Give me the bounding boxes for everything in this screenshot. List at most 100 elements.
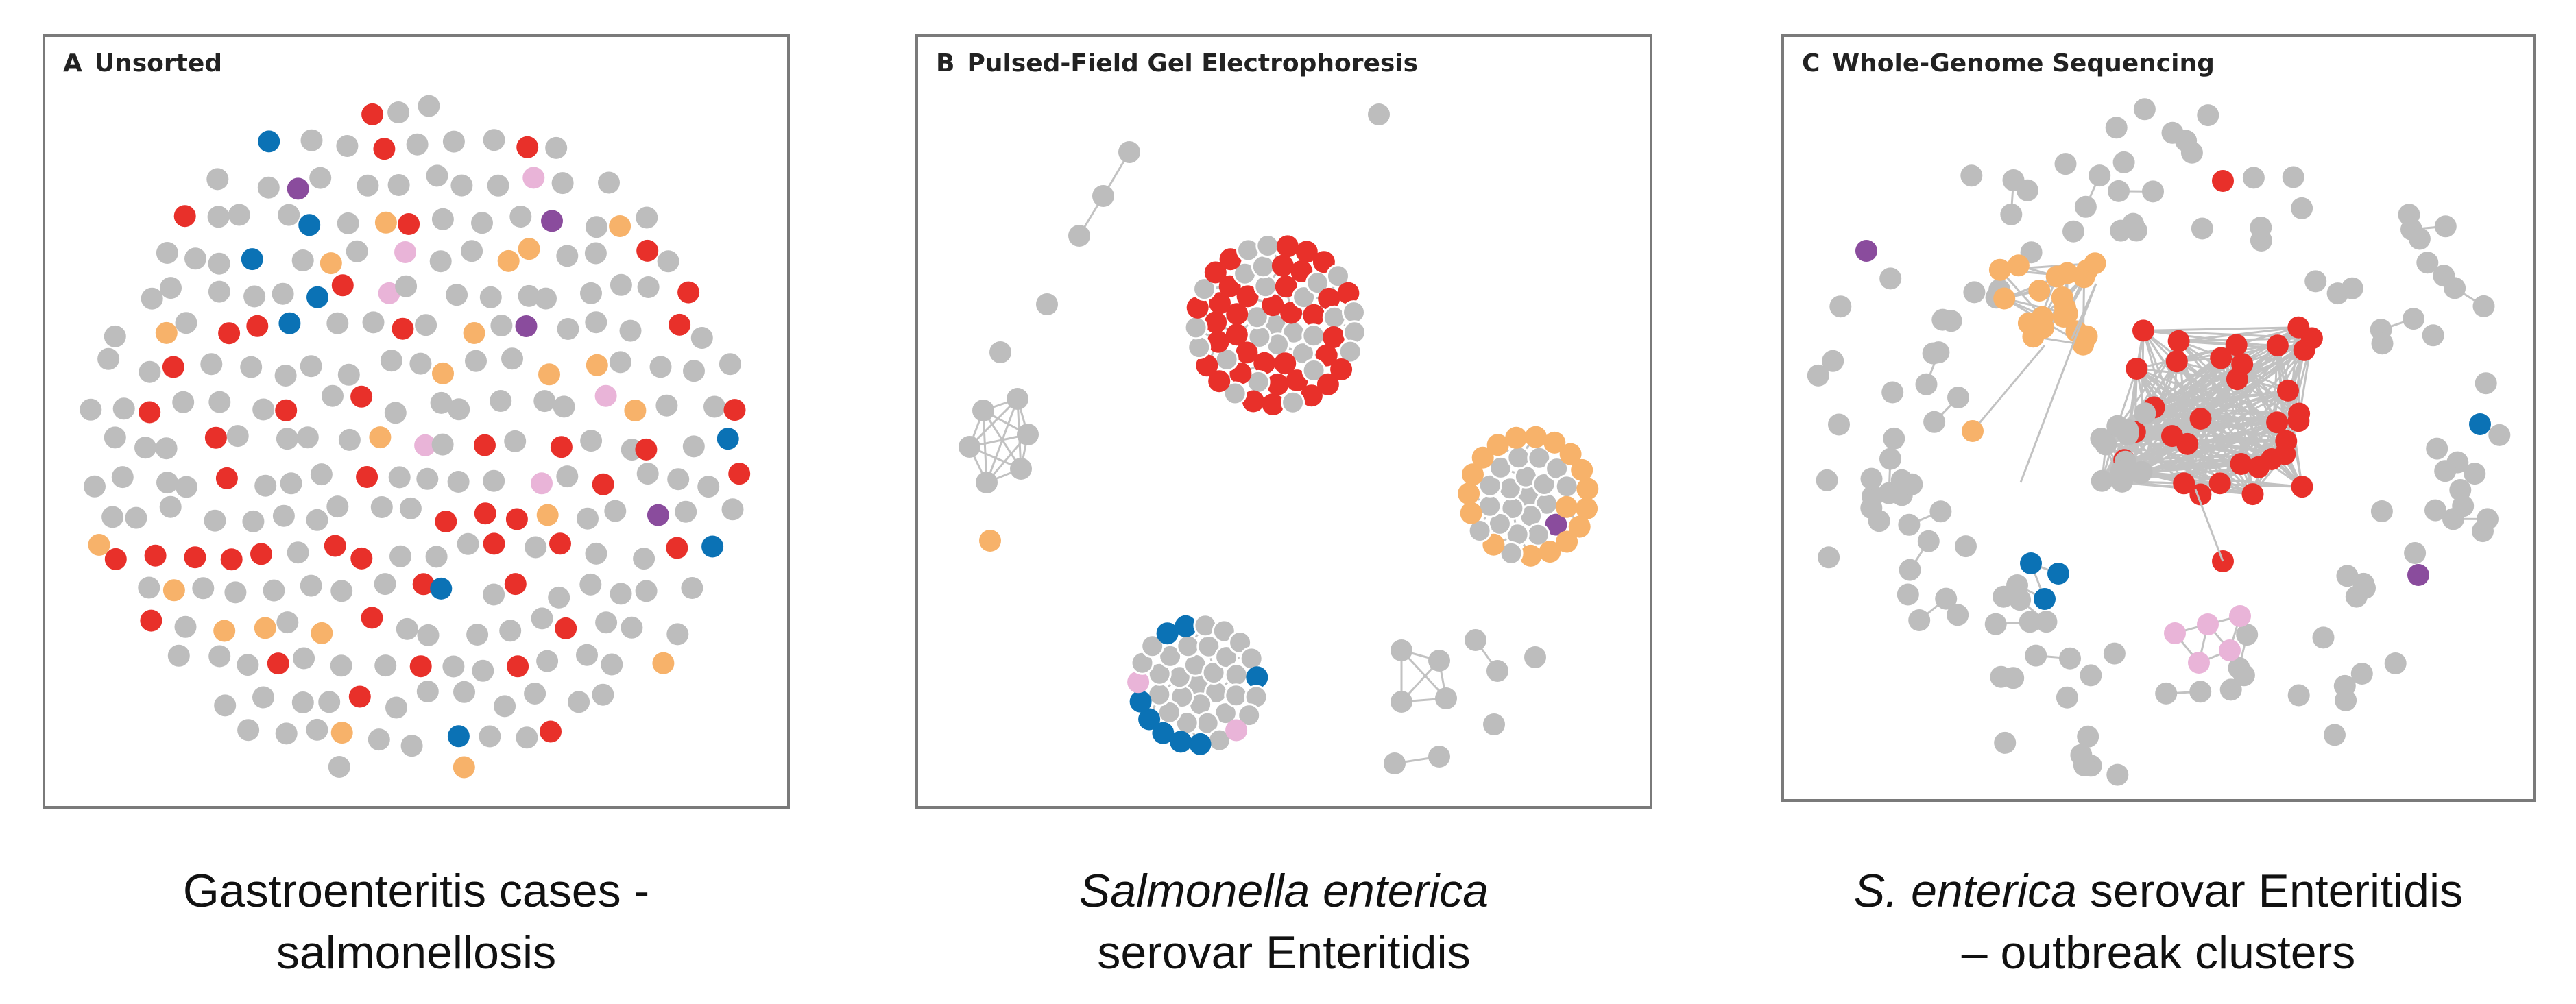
- network-node: [2229, 605, 2251, 627]
- network-node: [540, 720, 562, 743]
- network-node: [139, 401, 161, 424]
- network-node: [318, 691, 341, 713]
- network-node: [1225, 323, 1248, 346]
- network-node: [2241, 483, 2264, 506]
- network-node: [2075, 325, 2098, 347]
- network-node: [2250, 217, 2272, 238]
- network-node: [2180, 141, 2203, 164]
- network-node: [2408, 228, 2431, 250]
- network-node: [287, 541, 309, 564]
- network-node: [1828, 413, 1850, 436]
- network-node: [2142, 180, 2164, 203]
- network-node: [156, 472, 178, 494]
- network-node: [667, 468, 690, 491]
- network-node: [257, 176, 280, 199]
- network-node: [348, 685, 371, 708]
- network-node: [1343, 320, 1367, 345]
- network-node: [1207, 330, 1229, 353]
- network-node: [490, 390, 512, 412]
- network-node: [272, 282, 294, 305]
- network-node: [1253, 274, 1278, 299]
- network-node: [1236, 341, 1258, 364]
- network-node: [1312, 251, 1335, 273]
- network-node: [417, 624, 440, 646]
- network-node: [548, 586, 570, 609]
- network-node: [2444, 277, 2466, 299]
- network-node: [1236, 238, 1260, 262]
- network-node: [237, 719, 260, 742]
- network-node: [1187, 335, 1212, 360]
- network-node: [2370, 500, 2393, 522]
- network-node: [609, 351, 631, 374]
- network-node: [549, 532, 571, 555]
- network-node: [1940, 310, 1962, 332]
- network-node: [300, 355, 322, 378]
- network-node: [610, 583, 632, 605]
- network-node: [125, 506, 147, 529]
- network-node: [557, 318, 579, 340]
- network-node: [533, 390, 556, 413]
- network-node: [1471, 446, 1494, 469]
- network-node: [396, 617, 418, 640]
- caption-b-species: Salmonella enterica: [1079, 865, 1489, 917]
- network-node: [550, 436, 573, 458]
- network-node: [1192, 277, 1216, 302]
- network-node: [697, 476, 720, 498]
- network-node: [1275, 276, 1297, 298]
- network-node: [346, 240, 368, 262]
- network-node: [499, 620, 522, 642]
- network-node: [1176, 634, 1201, 659]
- network-node: [224, 581, 247, 604]
- network-node: [509, 206, 532, 228]
- network-node: [2291, 476, 2313, 498]
- network-node: [531, 607, 553, 630]
- network-node: [160, 277, 182, 299]
- network-node: [326, 495, 349, 518]
- network-node: [389, 545, 411, 567]
- network-node: [207, 206, 230, 228]
- network-node: [2219, 639, 2241, 661]
- network-node: [1175, 615, 1197, 637]
- network-node: [442, 130, 465, 153]
- network-node: [1212, 619, 1236, 644]
- network-node: [426, 164, 448, 187]
- network-node: [1326, 264, 1350, 289]
- network-node: [173, 205, 196, 228]
- network-node: [621, 616, 643, 639]
- network-node: [553, 395, 575, 418]
- network-node: [246, 315, 269, 337]
- network-node: [1280, 302, 1303, 324]
- network-node: [2398, 204, 2420, 226]
- network-node: [453, 756, 475, 779]
- network-node: [635, 580, 658, 602]
- network-node: [2025, 644, 2047, 667]
- network-node: [487, 174, 509, 197]
- network-node: [1342, 300, 1366, 325]
- network-node: [677, 281, 700, 304]
- network-node: [324, 535, 346, 557]
- network-node: [2282, 166, 2304, 188]
- network-node: [723, 399, 746, 421]
- network-node: [1281, 390, 1305, 415]
- network-node: [669, 313, 691, 336]
- network-node: [156, 242, 178, 264]
- network-node: [134, 437, 156, 459]
- network-node: [1568, 515, 1591, 538]
- network-node: [306, 509, 328, 531]
- network-node: [361, 103, 384, 125]
- network-node: [200, 353, 223, 376]
- network-node: [647, 504, 669, 526]
- network-node: [989, 341, 1011, 363]
- network-node: [619, 319, 642, 342]
- network-node: [395, 275, 418, 297]
- network-node: [2197, 104, 2219, 127]
- network-node: [1158, 644, 1183, 668]
- network-edge: [2143, 326, 2299, 332]
- network-node: [979, 530, 1001, 552]
- network-node: [278, 204, 300, 226]
- network-node: [310, 463, 333, 486]
- caption-c: S. enterica serovar Enteritidis – outbre…: [1781, 860, 2536, 983]
- network-node: [471, 212, 493, 234]
- network-node: [1460, 502, 1482, 524]
- network-node: [1318, 287, 1340, 310]
